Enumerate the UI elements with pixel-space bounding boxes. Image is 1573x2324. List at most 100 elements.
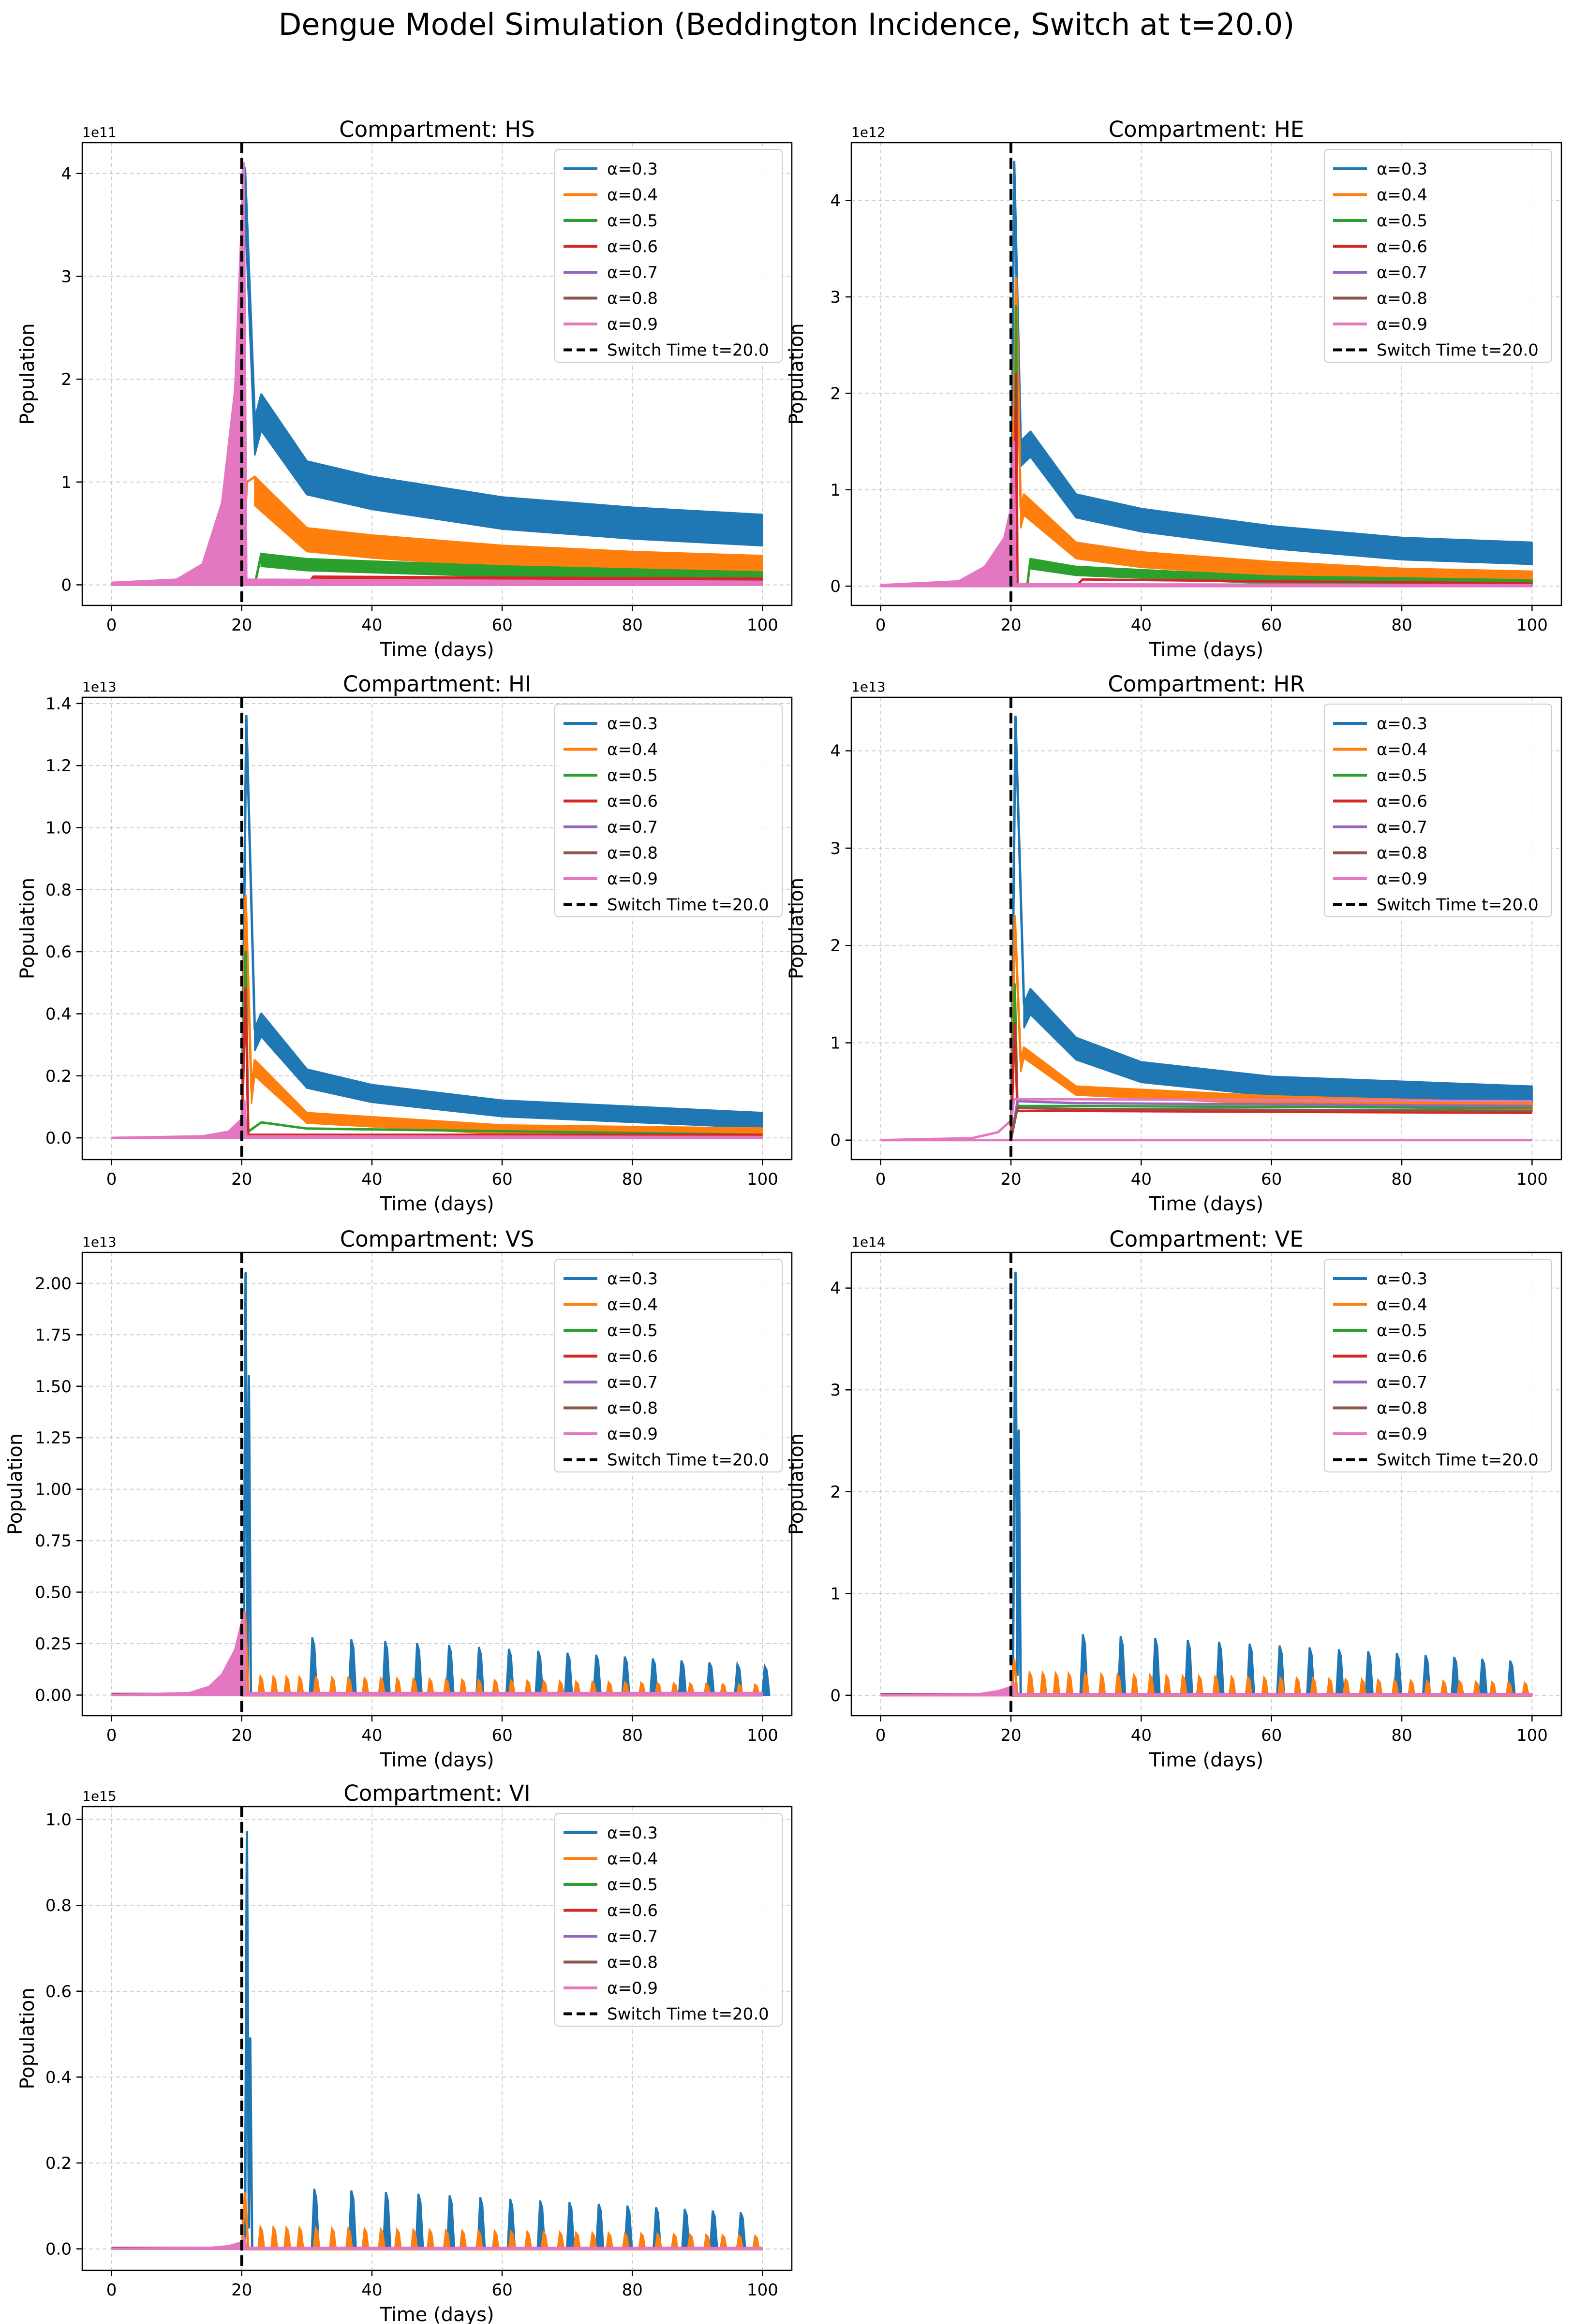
legend-entry-switch-time: Switch Time t=20.0 (607, 341, 769, 360)
y-axis-label: Population (16, 878, 39, 979)
series-peak (638, 2232, 646, 2250)
y-tick-label: 1 (830, 481, 841, 500)
legend-box (1324, 1259, 1552, 1472)
series-0-3 (240, 167, 763, 585)
series-peak (1228, 1674, 1237, 1696)
legend-entry-0-7: α=0.7 (1377, 818, 1427, 837)
legend-entry-0-9: α=0.9 (607, 1425, 658, 1444)
legend-entry-0-8: α=0.8 (607, 1399, 658, 1418)
x-tick-label: 80 (622, 1170, 643, 1189)
x-tick-label: 40 (1131, 616, 1152, 635)
y-tick-label: 0.50 (35, 1583, 72, 1603)
x-axis-label: Time (days) (379, 1749, 494, 1771)
legend-entry-0-4: α=0.4 (1377, 740, 1427, 760)
x-axis-label: Time (days) (379, 639, 494, 661)
series-peak (1261, 1675, 1269, 1696)
legend-entry-switch-time: Switch Time t=20.0 (1377, 341, 1539, 360)
y-tick-label: 0.4 (45, 2068, 72, 2087)
legend-entry-0-3: α=0.3 (607, 714, 658, 734)
y-tick-label: 1.0 (45, 818, 72, 838)
legend-entry-0-5: α=0.5 (1377, 766, 1427, 785)
x-tick-label: 40 (361, 1726, 382, 1745)
chart-title: Compartment: HI (343, 671, 531, 697)
series-line (253, 553, 763, 586)
y-tick-label: 0 (61, 575, 72, 595)
series-peak (1478, 1658, 1488, 1696)
x-tick-label: 20 (1000, 616, 1021, 635)
x-tick-label: 60 (491, 1726, 512, 1745)
legend-entry-0-4: α=0.4 (607, 740, 658, 760)
series-line (111, 2236, 763, 2250)
axes-frame (81, 142, 793, 606)
series-line (1009, 715, 1532, 1140)
x-tick-label: 0 (876, 616, 886, 635)
y-tick-label: 1 (830, 1584, 841, 1603)
legend-entry-0-4: α=0.4 (1377, 186, 1427, 205)
series-0-5 (240, 950, 763, 1138)
series-peak (1039, 1670, 1048, 1696)
series-group (111, 162, 763, 586)
series-line (1011, 1271, 1022, 1695)
legend-entry-switch-time: Switch Time t=20.0 (607, 1451, 769, 1470)
y-tick-label: 2 (61, 370, 72, 389)
series-peak (670, 2232, 679, 2250)
x-tick-label: 80 (1391, 1170, 1412, 1189)
series-line (244, 1831, 253, 2249)
legend-entry-0-6: α=0.6 (607, 237, 658, 257)
series-peak (1130, 1672, 1139, 1696)
legend-box (554, 149, 783, 363)
legend-entry-0-3: α=0.3 (1377, 1269, 1427, 1289)
legend-entry-0-3: α=0.3 (607, 1824, 658, 1843)
legend-entry-0-9: α=0.9 (1377, 315, 1427, 334)
legend-entry-0-6: α=0.6 (1377, 792, 1427, 811)
series-peak (459, 2228, 467, 2250)
x-tick-label: 40 (1131, 1726, 1152, 1745)
chart-compartment-ve: 0 20 40 60 80 100 0 1 2 3 4 1e14 Compartment: VE Time… (786, 1226, 1562, 1771)
y-tick-label: 0 (830, 577, 841, 596)
series-0-9 (880, 1681, 1533, 1697)
y-tick-label: 1.0 (45, 1810, 72, 1830)
series-fill (111, 1612, 763, 1696)
legend-entry-0-7: α=0.7 (1377, 263, 1427, 282)
series-line (240, 987, 763, 1138)
series-peak (426, 2227, 435, 2250)
series-peak (686, 2233, 695, 2250)
x-tick-label: 40 (1131, 1170, 1152, 1189)
chart-title: Compartment: HS (339, 117, 535, 142)
legend-box (554, 1813, 783, 2027)
y-tick-label: 2 (830, 1483, 841, 1502)
x-tick-label: 20 (231, 1726, 252, 1745)
legend-box (554, 1259, 783, 1472)
chart-compartment-vs: 0 20 40 60 80 100 0.00 0.25 0.50 0.75 1.00 1.25 1.50… (4, 1226, 793, 1771)
y-axis-label: Population (16, 1987, 39, 2089)
legend: α=0.3 α=0.4 α=0.5 α=0.6 α=0.7 α=0.8 α=0.9 Switc… (554, 1813, 783, 2027)
legend-entry-0-5: α=0.5 (607, 766, 658, 785)
series-peak (1342, 1677, 1350, 1696)
legend: α=0.3 α=0.4 α=0.5 α=0.6 α=0.7 α=0.8 α=0.9 Switc… (554, 1259, 783, 1472)
legend-entry-switch-time: Switch Time t=20.0 (1377, 896, 1539, 915)
series-peak (296, 2225, 305, 2250)
series-0-9 (111, 2236, 763, 2250)
y-tick-label: 3 (830, 839, 841, 858)
series-line (1009, 161, 1532, 587)
x-tick-label: 100 (747, 2280, 778, 2300)
y-axis-label: Population (786, 878, 808, 979)
x-tick-label: 0 (106, 1170, 117, 1189)
x-tick-label: 100 (1516, 616, 1548, 635)
ticks: 0 20 40 60 80 100 0.0 0.2 0.4 0.6 0.8 1.0 (45, 1810, 778, 2300)
series-line (240, 895, 763, 1138)
legend-entry-0-7: α=0.7 (607, 263, 658, 282)
y-axis-label: Population (16, 323, 39, 425)
legend-entry-0-6: α=0.6 (607, 1347, 658, 1367)
series-peak (1293, 1676, 1302, 1696)
x-tick-label: 40 (361, 2280, 382, 2300)
series-peak (1196, 1674, 1204, 1696)
y-tick-label: 0.75 (35, 1531, 72, 1551)
series-peak (605, 2231, 614, 2250)
y-tick-label: 1.2 (45, 756, 72, 776)
legend-entry-0-6: α=0.6 (1377, 1347, 1427, 1367)
legend-entry-0-4: α=0.4 (607, 1295, 658, 1315)
legend-entry-0-7: α=0.7 (607, 818, 658, 837)
legend-entry-0-3: α=0.3 (1377, 160, 1427, 179)
axis-offset-text: 1e11 (82, 124, 117, 140)
